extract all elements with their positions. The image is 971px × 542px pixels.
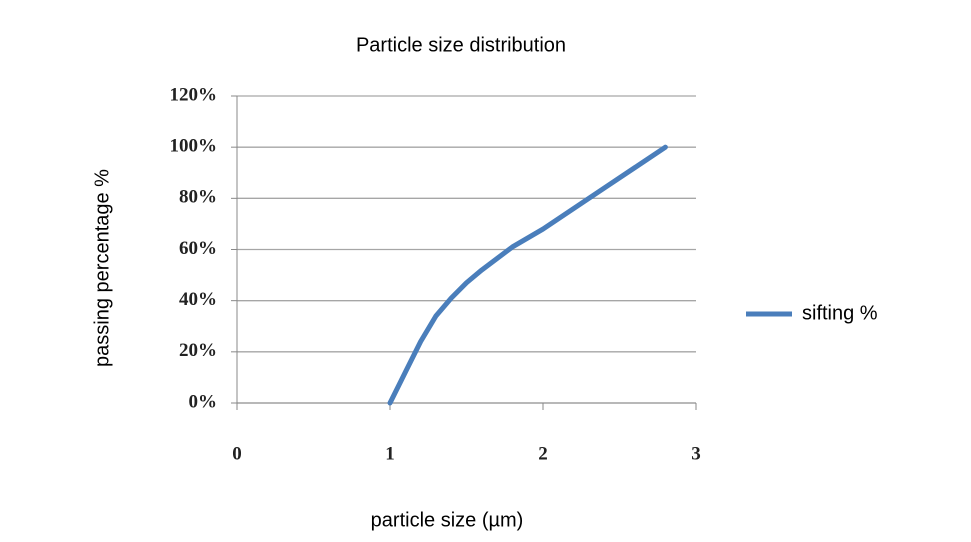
y-tick-label: 60% (179, 238, 217, 259)
y-tick-label: 100% (170, 136, 218, 157)
x-tick-label: 2 (538, 443, 548, 464)
y-tick-label: 120% (170, 84, 218, 105)
chart-title: Particle size distribution (356, 34, 566, 56)
data-line (387, 144, 668, 406)
y-tick-label: 40% (179, 289, 217, 310)
x-tick-label: 0 (232, 443, 242, 464)
x-tick-label: 1 (385, 443, 395, 464)
y-tick-label: 0% (189, 391, 218, 412)
x-axis-label: particle size (µm) (371, 509, 524, 531)
y-tick-label: 80% (179, 187, 217, 208)
legend-label: sifting % (802, 302, 878, 324)
y-tick-label: 20% (179, 340, 217, 361)
x-tick-label: 3 (691, 443, 701, 464)
y-axis-label: passing percentage % (91, 169, 113, 367)
